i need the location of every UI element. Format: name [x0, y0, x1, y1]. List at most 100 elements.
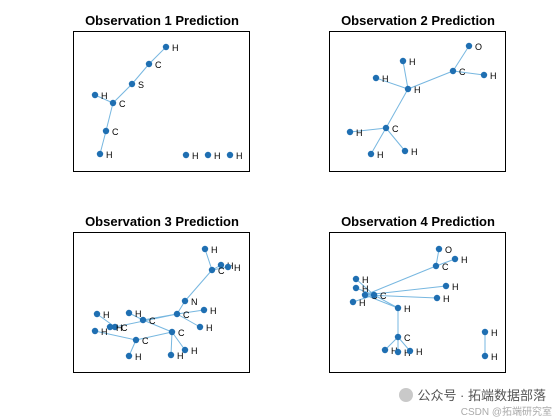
atom-node	[217, 261, 225, 269]
atom-node	[382, 124, 390, 132]
atom-label: H	[461, 255, 468, 265]
atom-node	[111, 323, 119, 331]
watermark-credit: CSDN @拓端研究室	[460, 407, 552, 418]
atom-label: C	[404, 333, 411, 343]
bond-edge	[364, 285, 447, 296]
atom-node	[204, 151, 212, 159]
atom-node	[125, 309, 133, 317]
atom-node	[132, 336, 140, 344]
bond-edge	[385, 88, 409, 129]
atom-node	[349, 298, 357, 306]
plot-frame	[73, 232, 250, 373]
atom-node	[181, 346, 189, 354]
atom-node	[145, 60, 153, 68]
atom-node	[96, 150, 104, 158]
plot-frame	[73, 31, 250, 172]
atom-node	[481, 328, 489, 336]
watermark: 公众号 · 拓端数据部落	[399, 385, 546, 404]
panel-title-1: Observation 1 Prediction	[85, 13, 239, 28]
bond-edge	[170, 331, 173, 356]
atom-label: H	[411, 147, 418, 157]
bond-edge	[94, 330, 137, 341]
atom-label: H	[414, 85, 421, 95]
bond-edge	[407, 70, 454, 90]
bond-edge	[135, 331, 173, 341]
atom-node	[442, 282, 450, 290]
atom-label: H	[416, 347, 423, 357]
atom-node	[182, 151, 190, 159]
atom-node	[91, 327, 99, 335]
molecule-graph-4: OHCHHCHCHHHCHHHHH	[329, 232, 506, 373]
atom-node	[406, 347, 414, 355]
atom-node	[404, 85, 412, 93]
atom-label: C	[459, 67, 466, 77]
bond-edge	[373, 294, 399, 309]
atom-label: H	[362, 275, 369, 285]
atom-node	[394, 333, 402, 341]
panel-title-2: Observation 2 Prediction	[341, 13, 495, 28]
atom-node	[480, 71, 488, 79]
atom-node	[200, 306, 208, 314]
atom-label: H	[404, 348, 411, 358]
bond-edge	[435, 258, 456, 267]
atom-label: H	[172, 43, 179, 53]
atom-label: H	[191, 346, 198, 356]
atom-node	[168, 328, 176, 336]
atom-node	[432, 262, 440, 270]
atom-label: S	[138, 80, 144, 90]
atom-label: H	[409, 57, 416, 67]
atom-node	[196, 323, 204, 331]
atom-node	[370, 291, 378, 299]
atom-node	[208, 266, 216, 274]
atom-node	[372, 74, 380, 82]
bond-edge	[176, 313, 201, 328]
atom-label: H	[452, 282, 459, 292]
atom-label: C	[183, 310, 190, 320]
atom-node	[139, 316, 147, 324]
atom-label: H	[490, 71, 497, 81]
bond-edge	[94, 94, 114, 104]
atom-label: H	[491, 328, 498, 338]
bond-edge	[364, 265, 437, 296]
atom-node	[451, 255, 459, 263]
atom-label: H	[135, 309, 142, 319]
atom-label: H	[101, 327, 108, 337]
atom-label: H	[236, 151, 243, 161]
atom-label: O	[475, 42, 482, 52]
atom-label: H	[210, 306, 217, 316]
atom-node	[173, 310, 181, 318]
panel-title-3: Observation 3 Prediction	[85, 214, 239, 229]
watermark-text: 公众号 · 拓端数据部落	[417, 388, 546, 403]
bond-edge	[171, 331, 186, 351]
atom-label: H	[362, 284, 369, 294]
atom-node	[481, 352, 489, 360]
atom-node	[224, 263, 232, 271]
atom-label: O	[445, 245, 452, 255]
atom-node	[181, 297, 189, 305]
atom-label: C	[155, 60, 162, 70]
atom-node	[449, 67, 457, 75]
bond-edge	[370, 127, 387, 155]
atom-label: N	[191, 297, 198, 307]
atom-label: H	[214, 151, 221, 161]
bond-edge	[184, 269, 213, 302]
wechat-icon	[399, 388, 414, 402]
atom-label: H	[135, 352, 142, 362]
bond-edge	[204, 248, 213, 271]
atom-node	[435, 245, 443, 253]
atom-label: H	[234, 263, 241, 273]
atom-label: C	[112, 127, 119, 137]
atom-label: H	[391, 346, 398, 356]
atom-node	[394, 348, 402, 356]
atom-label: H	[382, 74, 389, 84]
atom-label: C	[442, 262, 449, 272]
atom-label: C	[119, 99, 126, 109]
bond-edge	[375, 77, 409, 90]
bond-edge	[352, 294, 375, 303]
atom-label: C	[380, 291, 387, 301]
atom-node	[352, 275, 360, 283]
bond-edge	[105, 102, 114, 132]
plot-frame	[329, 232, 506, 373]
bond-edge	[148, 46, 167, 65]
